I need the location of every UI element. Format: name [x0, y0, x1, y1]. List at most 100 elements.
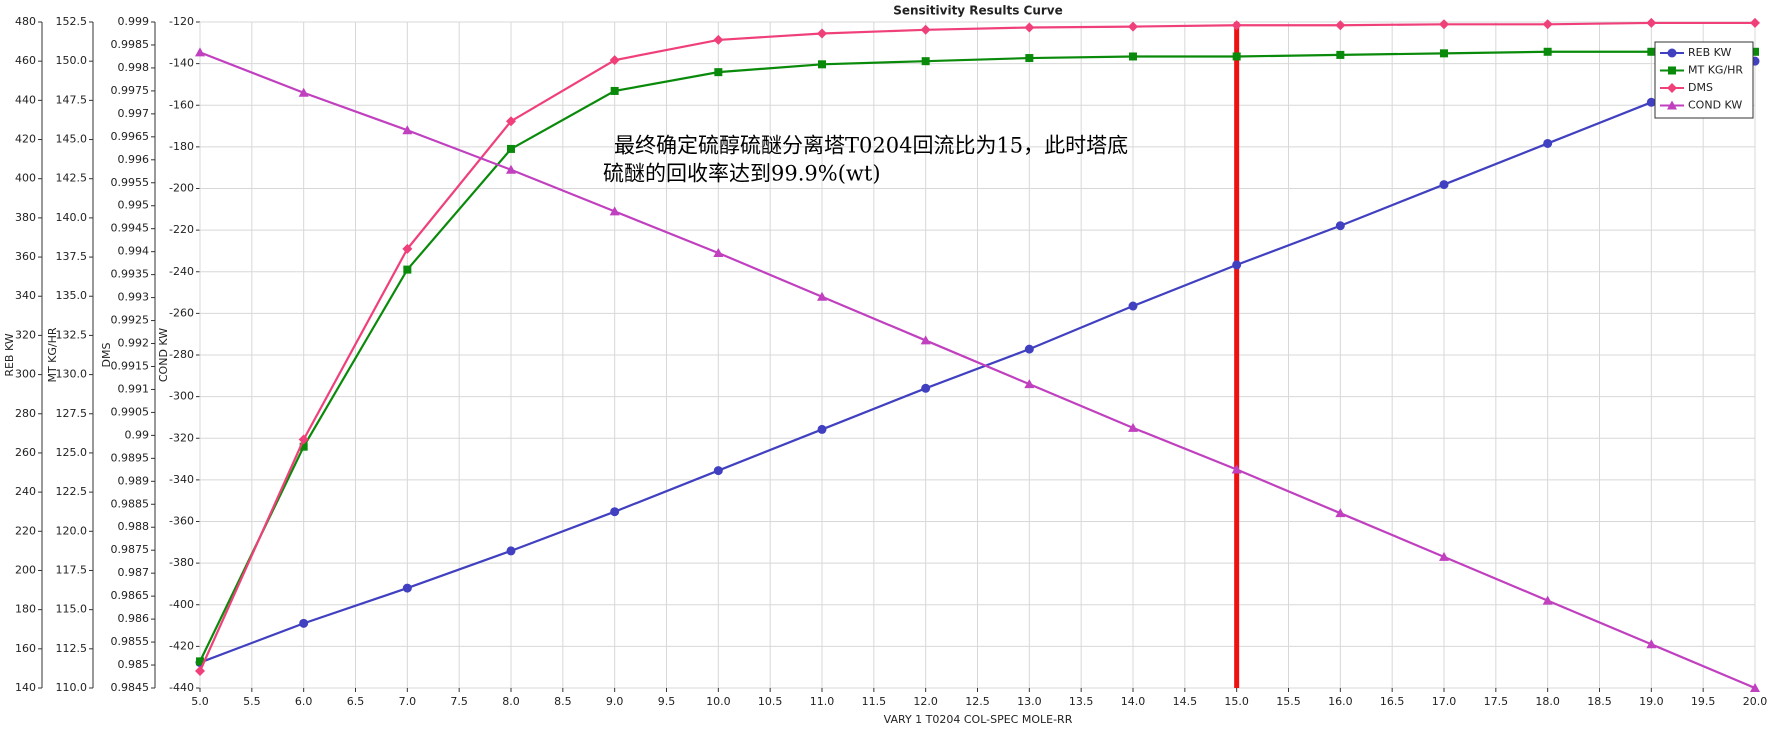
y-tick-label: 0.999 — [118, 15, 150, 28]
y-tick-label: 137.5 — [56, 250, 88, 263]
marker — [507, 144, 515, 153]
marker — [195, 47, 205, 57]
y-tick-label: 0.988 — [118, 520, 150, 533]
legend-label: DMS — [1688, 81, 1713, 94]
marker — [1750, 683, 1760, 692]
annotation: 最终确定硫醇硫醚分离塔T0204回流比为15，此时塔底 — [614, 134, 1128, 158]
marker — [713, 466, 723, 476]
y-tick-label: -400 — [169, 598, 194, 611]
x-tick-label: 14.5 — [1173, 695, 1198, 708]
marker — [1646, 97, 1656, 107]
marker — [921, 383, 931, 393]
series-line — [198, 21, 1755, 672]
y-tick-label: 0.997 — [118, 107, 150, 120]
marker — [196, 657, 204, 666]
y-tick-label: 340 — [15, 289, 36, 302]
y-axis-label: DMS — [100, 343, 113, 368]
x-tick-label: 7.5 — [450, 695, 468, 708]
x-tick-label: 6.5 — [347, 695, 365, 708]
marker — [1335, 221, 1345, 231]
x-tick-label: 6.0 — [295, 695, 313, 708]
y-tick-label: 117.5 — [56, 563, 88, 576]
y-tick-label: 0.9925 — [111, 314, 150, 327]
x-tick-label: 18.5 — [1587, 695, 1612, 708]
marker — [1335, 508, 1346, 518]
legend-label: MT KG/HR — [1688, 64, 1743, 77]
marker — [1543, 47, 1552, 56]
y-tick-label: 0.99 — [125, 428, 150, 441]
y-tick-label: 480 — [15, 15, 36, 28]
y-tick-label: -140 — [169, 57, 194, 70]
y-tick-label: 147.5 — [56, 93, 88, 106]
marker — [1024, 379, 1035, 389]
marker — [1439, 551, 1449, 561]
marker — [506, 164, 516, 174]
x-tick-label: 11.5 — [862, 695, 887, 708]
y-tick-label: -280 — [169, 348, 194, 361]
x-tick-label: 15.0 — [1224, 695, 1249, 708]
x-tick-label: 7.0 — [399, 695, 417, 708]
marker — [1232, 52, 1241, 61]
y-tick-label: 145.0 — [56, 133, 88, 146]
x-tick-label: 20.0 — [1743, 695, 1768, 708]
marker — [1439, 180, 1449, 190]
x-tick-label: 10.0 — [706, 695, 731, 708]
y-tick-label: 0.987 — [118, 566, 150, 579]
y-tick-label: 400 — [15, 172, 36, 185]
x-tick-label: 19.0 — [1639, 695, 1664, 708]
marker — [610, 86, 619, 95]
marker — [1647, 47, 1656, 56]
y-tick-label: 0.9865 — [111, 589, 150, 602]
marker — [713, 248, 724, 258]
marker — [1543, 138, 1553, 148]
x-tick-label: 13.0 — [1017, 695, 1042, 708]
y-tick-label: -300 — [169, 390, 194, 403]
marker — [402, 125, 413, 135]
marker — [506, 546, 516, 556]
marker — [920, 24, 931, 35]
marker — [713, 34, 724, 45]
y-tick-label: 420 — [15, 133, 36, 146]
y-tick-label: 0.993 — [118, 291, 150, 304]
x-tick-label: 10.5 — [758, 695, 783, 708]
marker — [1542, 19, 1553, 30]
x-tick-label: 8.5 — [554, 695, 572, 708]
y-tick-label: 130.0 — [56, 368, 88, 381]
y-tick-label: 220 — [15, 524, 36, 537]
marker — [1750, 17, 1760, 28]
marker — [1667, 100, 1677, 110]
y-tick-label: 0.9915 — [111, 359, 150, 372]
x-tick-label: 15.5 — [1276, 695, 1301, 708]
y-tick-label: -420 — [169, 639, 194, 652]
marker — [298, 434, 309, 445]
x-tick-label: 11.0 — [810, 695, 835, 708]
y-tick-label: 280 — [15, 407, 36, 420]
y-tick-label: 0.9935 — [111, 268, 150, 281]
y-tick-label: 240 — [15, 485, 36, 498]
y-tick-label: 127.5 — [56, 407, 88, 420]
marker — [714, 68, 723, 77]
marker — [1231, 20, 1242, 31]
y-axis-label: MT KG/HR — [46, 327, 59, 382]
y-tick-label: -260 — [169, 306, 194, 319]
y-tick-label: 0.992 — [118, 337, 150, 350]
x-tick-label: 12.5 — [965, 695, 990, 708]
y-tick-label: 142.5 — [56, 172, 88, 185]
y-tick-label: 360 — [15, 250, 36, 263]
y-axis-label: COND KW — [157, 328, 170, 382]
x-tick-label: 16.0 — [1328, 695, 1353, 708]
marker — [609, 206, 620, 216]
x-tick-label: 14.0 — [1121, 695, 1146, 708]
y-tick-label: 110.0 — [56, 681, 88, 694]
x-tick-label: 13.5 — [1069, 695, 1094, 708]
marker — [506, 116, 516, 127]
y-tick-label: 132.5 — [56, 328, 88, 341]
marker — [195, 666, 205, 677]
annotation: 硫醚的回收率达到99.9%(wt) — [603, 162, 881, 186]
marker — [1542, 595, 1553, 605]
y-tick-label: 0.9985 — [111, 38, 150, 51]
x-tick-label: 18.0 — [1535, 695, 1560, 708]
marker — [1129, 52, 1137, 61]
y-tick-label: 0.995 — [118, 199, 150, 212]
marker — [1128, 301, 1138, 311]
